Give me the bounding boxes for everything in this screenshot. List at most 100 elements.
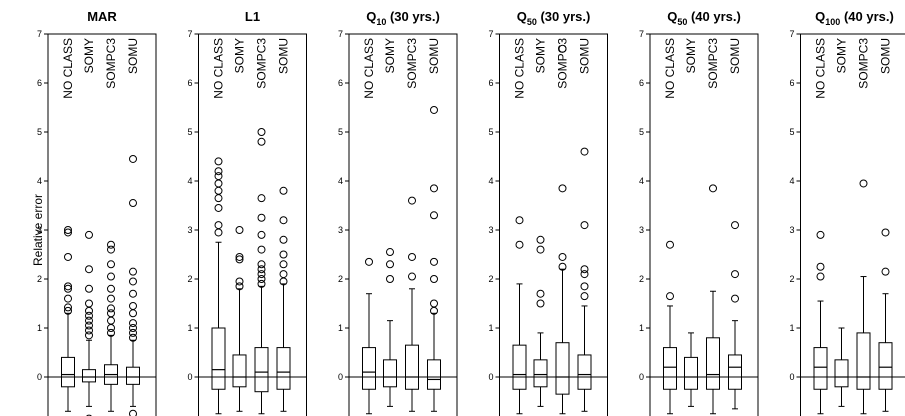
category-label: SOMU (728, 38, 742, 74)
outlier-point (816, 272, 825, 281)
outlier-point (536, 235, 545, 244)
outlier-point (85, 265, 93, 274)
outlier-point (107, 304, 115, 313)
outlier-point (85, 321, 93, 330)
panel-6: -101234567Q100 (40 yrs.)NO CLASSSOMYSOMP… (789, 9, 905, 416)
outlier-point (129, 409, 137, 416)
y-tick-label: 2 (789, 274, 794, 284)
box-somu (126, 154, 140, 416)
outlier-point (85, 306, 93, 315)
outlier-point (257, 213, 266, 222)
y-tick-label: 4 (639, 176, 644, 186)
y-tick-label: 1 (789, 323, 794, 333)
y-tick-label: 4 (187, 176, 192, 186)
outlier-point (214, 179, 223, 188)
y-tick-label: 6 (639, 78, 644, 88)
y-tick-label: 7 (37, 29, 42, 39)
outlier-point (386, 260, 394, 269)
outlier-point (129, 309, 137, 318)
outlier-point (408, 252, 416, 261)
outlier-point (64, 228, 72, 237)
box-sompc3 (254, 128, 269, 415)
category-label: NO CLASS (362, 38, 376, 99)
outlier-point (129, 289, 137, 298)
y-tick-label: 5 (488, 127, 493, 137)
box-somy (232, 226, 247, 412)
outlier-point (430, 184, 438, 193)
outlier-point (107, 245, 115, 254)
outlier-point (430, 275, 438, 283)
iqr-box (232, 354, 247, 388)
outlier-point (235, 277, 244, 286)
panel-frame (649, 33, 759, 416)
outlier-point (214, 186, 223, 195)
y-tick-label: 1 (639, 323, 644, 333)
outlier-point (881, 267, 890, 276)
iqr-box (706, 337, 720, 390)
outlier-point (816, 262, 825, 271)
y-tick-label: 6 (488, 78, 493, 88)
y-tick-label: 5 (639, 127, 644, 137)
y-tick-label: 3 (187, 225, 192, 235)
outlier-point (408, 272, 416, 281)
y-tick-label: 0 (338, 372, 343, 382)
outlier-point (580, 221, 589, 230)
outlier-point (107, 260, 115, 269)
iqr-box (61, 356, 75, 388)
panel-title: L1 (245, 9, 260, 24)
panel-frame (800, 33, 905, 416)
box-sompc3 (706, 184, 720, 415)
outlier-point (558, 252, 567, 261)
y-axis-label: Relative error (31, 194, 45, 266)
outlier-point (731, 221, 739, 230)
category-label: SOMPC3 (104, 38, 118, 89)
outlier-point (64, 282, 72, 291)
outlier-point (558, 44, 567, 53)
category-label: SOMY (684, 38, 698, 73)
outlier-point (515, 240, 524, 249)
category-label: NO CLASS (814, 38, 828, 99)
iqr-box (813, 347, 828, 390)
iqr-box (362, 347, 376, 390)
outlier-point (257, 194, 266, 203)
outlier-point (85, 299, 93, 308)
y-tick-label: 3 (639, 225, 644, 235)
iqr-box (254, 347, 269, 393)
box-somy (533, 235, 548, 407)
outlier-point (666, 240, 674, 249)
y-tick-label: 7 (639, 29, 644, 39)
category-label: SOMPC3 (706, 38, 720, 89)
outlier-point (257, 265, 266, 274)
panel-frame (47, 33, 157, 416)
outlier-point (107, 284, 115, 293)
outlier-point (257, 230, 266, 239)
outlier-point (64, 284, 72, 293)
outlier-point (536, 289, 545, 298)
category-label: SOMPC3 (857, 38, 871, 89)
outlier-point (129, 154, 137, 163)
y-tick-label: 3 (789, 225, 794, 235)
category-label: SOMU (879, 38, 893, 74)
y-tick-label: 6 (187, 78, 192, 88)
outlier-point (214, 157, 223, 166)
outlier-point (85, 284, 93, 293)
y-tick-label: 5 (338, 127, 343, 137)
outlier-point (214, 203, 223, 212)
box-somu (276, 186, 291, 412)
category-label: SOMY (233, 38, 247, 73)
outlier-point (731, 270, 739, 279)
outlier-point (430, 105, 438, 114)
iqr-box (878, 342, 893, 390)
y-tick-label: 7 (338, 29, 343, 39)
panel-3: -101234567Q10 (30 yrs.)NO CLASSSOMYSOMPC… (338, 9, 458, 416)
box-sompc3 (856, 179, 871, 415)
y-tick-label: 4 (488, 176, 493, 186)
outlier-point (257, 128, 266, 136)
category-label: SOMU (427, 38, 441, 74)
outlier-point (558, 184, 567, 193)
outlier-point (64, 226, 72, 234)
outlier-point (408, 196, 416, 205)
outlier-point (107, 240, 115, 249)
outlier-point (107, 272, 115, 281)
box-somu (728, 221, 742, 410)
